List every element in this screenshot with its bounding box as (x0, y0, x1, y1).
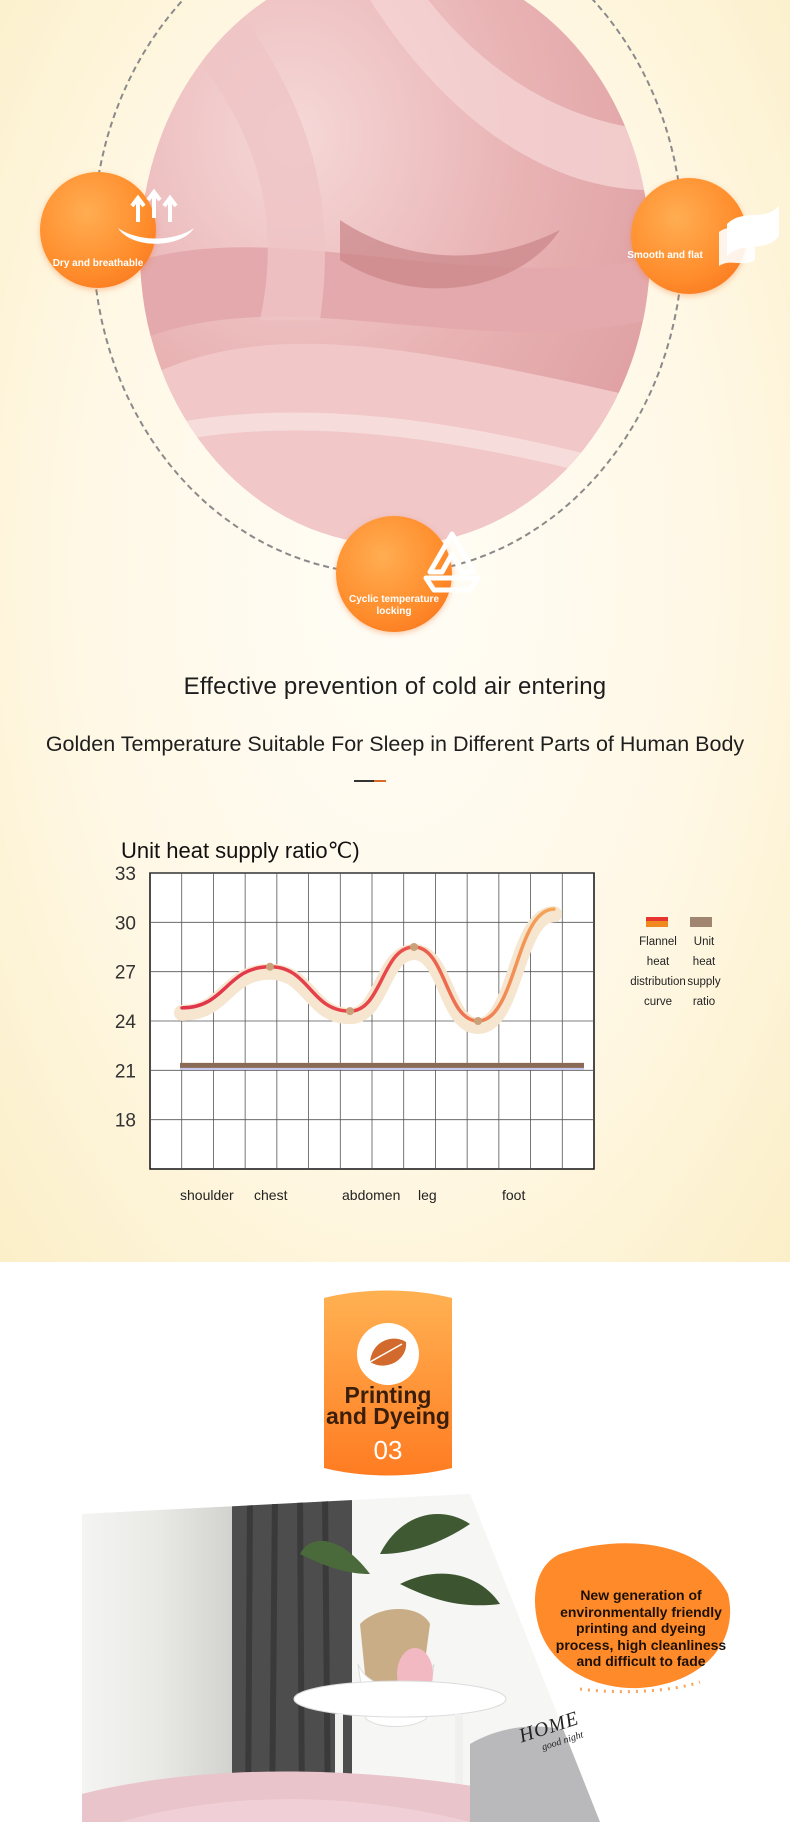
legend-flannel-line: distribution (630, 976, 686, 988)
legend-unit-line: heat (692, 956, 716, 968)
x-axis-label: foot (502, 1187, 525, 1203)
legend-flannel-line: Flannel (639, 936, 677, 948)
curve-point (410, 943, 418, 951)
y-tick-label: 18 (115, 1111, 136, 1132)
breathable-icon (118, 188, 194, 244)
curve-point (346, 1007, 354, 1016)
curve-point (474, 1017, 482, 1025)
recycle-icon (423, 531, 481, 593)
x-axis-label: chest (254, 1187, 288, 1203)
process-description: New generation of environmentally friend… (555, 1587, 727, 1669)
badge-label-cyclic: Cyclic temperature locking (348, 594, 440, 617)
smooth-flat-badge: Smooth and flat (627, 178, 779, 294)
x-axis-label: shoulder (180, 1187, 234, 1203)
process-badge-shape (324, 1290, 452, 1476)
description-blob (534, 1543, 731, 1689)
badge-label-smooth: Smooth and flat (627, 250, 703, 261)
subheadline: Golden Temperature Suitable For Sleep in… (45, 732, 745, 756)
title-divider (354, 780, 386, 782)
y-tick-label: 33 (115, 865, 136, 885)
curve-point (266, 962, 274, 971)
flannel-curve (180, 907, 556, 1023)
process-title-2: and Dyeing (326, 1403, 450, 1429)
legend-flannel-line: curve (643, 996, 673, 1008)
process-number: 03 (373, 1435, 403, 1465)
legend-swatch-unit (690, 917, 712, 927)
heat-chart: 33 30 27 24 21 18 shoulder chest abdomen leg foot (115, 865, 712, 1203)
legend-flannel-line: heat (646, 956, 670, 968)
bedroom-photo (0, 1494, 790, 1822)
y-tick-label: 27 (115, 963, 136, 984)
legend-swatch-flannel (646, 917, 668, 927)
x-axis-label: leg (418, 1187, 437, 1203)
legend-flannel-label: Flannel heat distribution curve (628, 932, 688, 1012)
legend-unit-label: Unit heat supply ratio (680, 932, 728, 1012)
process-title-1: Printing (344, 1382, 432, 1408)
y-tick-label: 30 (115, 913, 136, 934)
y-tick-label: 21 (115, 1061, 136, 1082)
bedroom-scene (82, 1494, 731, 1822)
cyclic-temperature-badge: Cyclic temperature locking (336, 516, 481, 632)
legend-unit-line: supply (687, 976, 721, 988)
flannel-curve-glow (174, 906, 562, 1035)
x-axis-label: abdomen (342, 1187, 400, 1203)
smooth-icon (719, 206, 779, 266)
legend-unit-line: Unit (693, 936, 715, 948)
fleece-photo (140, 0, 650, 545)
dry-breathable-badge: Dry and breathable (40, 172, 194, 288)
badge-label-dry: Dry and breathable (52, 258, 144, 269)
y-tick-label: 24 (115, 1012, 137, 1033)
chart-title: Unit heat supply ratio℃) (121, 838, 360, 863)
feature-section: Dry and breathable Smooth and flat Cycli… (0, 0, 790, 1262)
headline: Effective prevention of cold air enterin… (183, 673, 607, 700)
legend-unit-line: ratio (692, 996, 716, 1008)
fleece-texture (140, 0, 650, 545)
legend-swatch-flannel-top (646, 917, 668, 921)
